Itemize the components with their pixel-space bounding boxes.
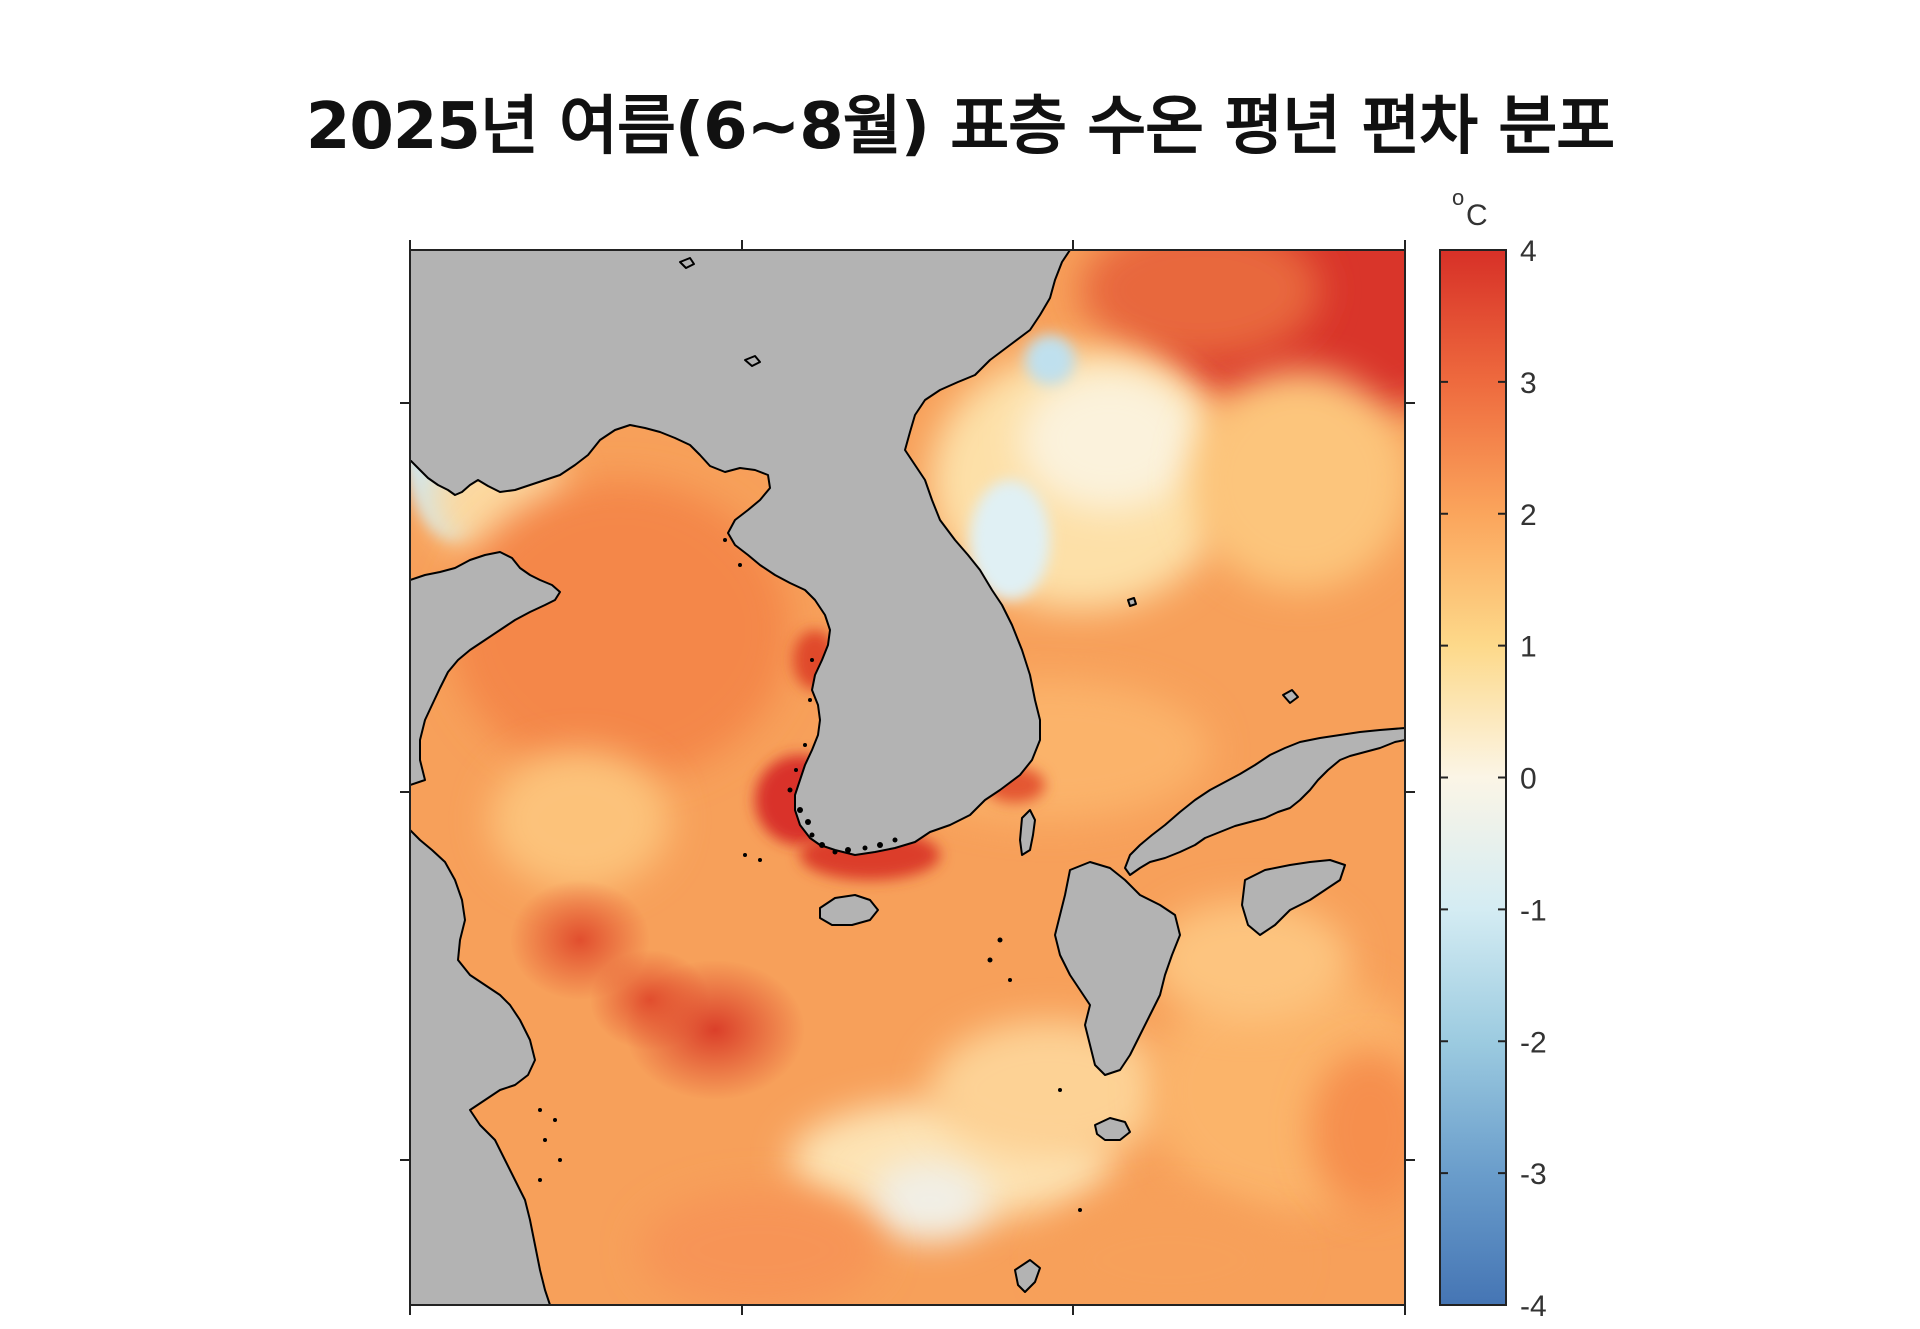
land-shikoku bbox=[1241, 859, 1346, 936]
colorbar-unit-main: C bbox=[1466, 199, 1488, 232]
land-small-island-2 bbox=[679, 257, 695, 269]
land-tsushima bbox=[1019, 809, 1036, 856]
colorbar-tick-label: 2 bbox=[1520, 499, 1537, 532]
colorbar-unit: o C bbox=[1452, 185, 1488, 232]
colorbar-gradient bbox=[1440, 250, 1506, 1305]
colorbar-tick-label: 4 bbox=[1520, 235, 1537, 268]
land-honshu bbox=[1124, 727, 1405, 876]
archipelago-dots bbox=[538, 538, 1082, 1212]
land-oki bbox=[1282, 689, 1299, 704]
land-kyushu bbox=[1054, 861, 1181, 1076]
colorbar-ticks: 4 3 2 1 0 -1 -2 -3 -4 bbox=[1440, 235, 1547, 1323]
map-ticks bbox=[400, 240, 1415, 1315]
land-south-china bbox=[410, 829, 551, 1305]
colorbar-tick-label: -1 bbox=[1520, 894, 1547, 927]
colorbar-tick-label: 3 bbox=[1520, 367, 1537, 400]
land-yakushima bbox=[1094, 1117, 1131, 1141]
colorbar-tick-label: 1 bbox=[1520, 631, 1537, 664]
land-china-korea bbox=[410, 250, 1071, 856]
map-frame bbox=[409, 249, 1406, 1306]
page-title: 2025년 여름(6~8월) 표층 수온 평년 편차 분포 bbox=[305, 90, 1615, 164]
colorbar: 4 3 2 1 0 -1 -2 -3 -4 o C bbox=[1439, 185, 1547, 1323]
land-small-island-1 bbox=[744, 355, 761, 367]
colorbar-tick-label: -3 bbox=[1520, 1158, 1547, 1191]
land-ulleungdo bbox=[1127, 597, 1137, 607]
colorbar-tick-label: -4 bbox=[1520, 1290, 1547, 1323]
land-masses bbox=[410, 250, 1405, 1305]
land-jeju bbox=[819, 894, 879, 926]
land-shandong bbox=[410, 551, 561, 786]
colorbar-unit-sup: o bbox=[1452, 185, 1464, 210]
colorbar-tick-label: -2 bbox=[1520, 1026, 1547, 1059]
land-amami bbox=[1014, 1259, 1041, 1293]
colorbar-tick-label: 0 bbox=[1520, 763, 1537, 796]
